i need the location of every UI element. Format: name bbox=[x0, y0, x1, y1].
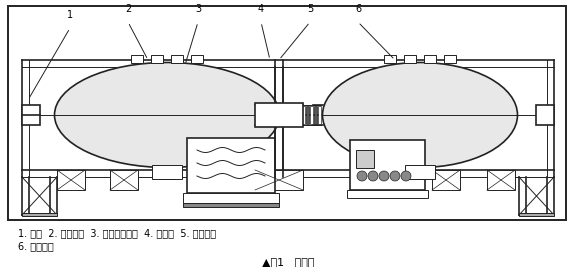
Bar bbox=[187, 138, 275, 193]
Circle shape bbox=[390, 171, 400, 181]
Circle shape bbox=[368, 171, 378, 181]
Text: 6: 6 bbox=[355, 4, 361, 14]
Bar bbox=[404, 55, 416, 63]
Ellipse shape bbox=[55, 62, 279, 167]
Bar bbox=[110, 170, 138, 190]
Text: 6. 电控系统: 6. 电控系统 bbox=[18, 241, 54, 251]
Bar bbox=[424, 55, 436, 63]
Bar bbox=[444, 55, 456, 63]
Text: ▲图1   装配图: ▲图1 装配图 bbox=[262, 257, 314, 267]
Bar bbox=[487, 170, 515, 190]
Bar bbox=[290, 106, 293, 124]
Bar bbox=[183, 203, 279, 207]
Bar bbox=[432, 170, 460, 190]
Bar bbox=[294, 106, 297, 124]
Bar bbox=[22, 213, 57, 216]
Circle shape bbox=[379, 171, 389, 181]
Circle shape bbox=[401, 171, 411, 181]
Bar bbox=[297, 106, 301, 124]
Bar bbox=[255, 103, 303, 127]
Bar bbox=[405, 165, 435, 179]
Bar bbox=[350, 140, 425, 190]
Bar bbox=[57, 170, 85, 190]
Bar bbox=[282, 106, 285, 124]
Bar bbox=[301, 106, 305, 124]
Text: 2: 2 bbox=[125, 4, 131, 14]
Bar bbox=[313, 106, 316, 124]
Bar bbox=[8, 6, 566, 220]
Circle shape bbox=[357, 171, 367, 181]
Text: 3: 3 bbox=[195, 4, 201, 14]
Bar bbox=[191, 55, 203, 63]
Bar bbox=[151, 55, 163, 63]
Bar bbox=[356, 150, 374, 168]
Text: 1: 1 bbox=[67, 10, 73, 20]
Bar bbox=[347, 190, 428, 198]
Bar bbox=[309, 106, 313, 124]
Bar bbox=[519, 213, 554, 216]
Bar bbox=[536, 105, 554, 125]
Bar bbox=[305, 106, 309, 124]
Text: 4: 4 bbox=[258, 4, 264, 14]
Bar bbox=[286, 106, 289, 124]
Bar bbox=[255, 170, 303, 190]
Bar bbox=[384, 55, 396, 63]
Bar bbox=[152, 165, 182, 179]
Text: 5: 5 bbox=[307, 4, 313, 14]
Bar bbox=[317, 106, 320, 124]
Text: 1. 机架  2. 球磨罐体  3. 球磨罐防护罩  4. 电动机  5. 传动机构: 1. 机架 2. 球磨罐体 3. 球磨罐防护罩 4. 电动机 5. 传动机构 bbox=[18, 228, 216, 238]
Bar bbox=[131, 55, 143, 63]
Ellipse shape bbox=[323, 62, 517, 167]
Bar bbox=[22, 105, 40, 125]
Bar bbox=[183, 193, 279, 203]
Bar bbox=[171, 55, 183, 63]
